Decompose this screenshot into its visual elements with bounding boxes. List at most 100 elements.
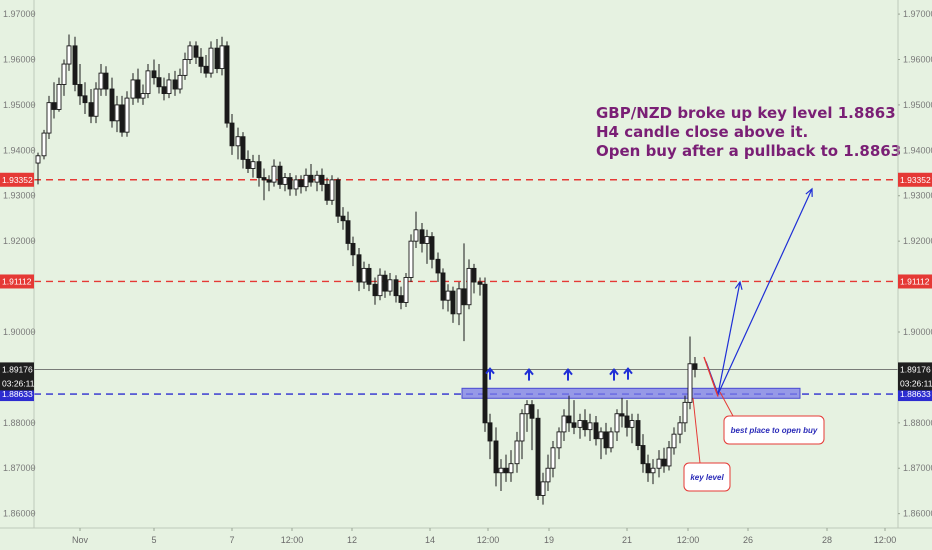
bearish-candle (193, 45, 199, 58)
bearish-candle (635, 420, 641, 446)
bearish-candle (77, 84, 83, 97)
bearish-candle (429, 236, 435, 260)
resistance-2-left-tag-text: 1.91112 (2, 276, 32, 286)
headline-line-2: H4 candle close above it. (596, 123, 808, 141)
time-tick-label: 12 (347, 535, 357, 545)
bullish-candle (282, 177, 288, 185)
bearish-candle (471, 267, 477, 283)
bullish-candle (124, 97, 130, 133)
bullish-candle (598, 431, 604, 440)
left-tick-label: 1.93000 (3, 191, 36, 201)
time-tick-label: 28 (822, 535, 832, 545)
bearish-candle (603, 431, 609, 449)
bullish-candle (187, 45, 193, 60)
bearish-candle (356, 254, 362, 283)
bounce-arrow-head (609, 367, 619, 376)
bearish-candle (103, 72, 109, 90)
bounce-arrow-head (485, 367, 495, 375)
resistance-1-right-tag (898, 172, 932, 187)
bearish-candle (393, 279, 399, 297)
bearish-candle (398, 295, 404, 303)
bullish-candle (677, 422, 683, 435)
right-tick-label: 1.97000 (903, 9, 932, 19)
bearish-candle (261, 177, 267, 181)
arrow-to-1.93352[interactable] (717, 188, 813, 395)
left-price-axis[interactable]: 1.97000 1.96000 1.95000 1.94000 1.93000 1.920… (3, 0, 36, 528)
bearish-candle (72, 45, 78, 85)
arrow-to-1.91112-head (734, 280, 743, 290)
bullish-candle (361, 267, 367, 283)
time-tick-label: 26 (743, 535, 753, 545)
bullish-candle (545, 467, 551, 483)
bearish-candle (335, 179, 341, 217)
bearish-candle (619, 413, 625, 417)
headline-line-3: Open buy after a pullback to 1.8863 (596, 142, 901, 160)
bullish-candle (666, 447, 672, 467)
bearish-candle (161, 86, 167, 95)
resistance-2-right-tag (898, 274, 932, 289)
pullback-marker (703, 356, 719, 397)
bullish-candle (177, 74, 183, 90)
left-current-price-text: 1.89176 (2, 364, 33, 374)
bullish-candle (140, 93, 146, 99)
bullish-candle (514, 440, 520, 465)
bullish-candle (293, 179, 299, 190)
bullish-candle (466, 267, 472, 306)
bearish-candle (319, 174, 325, 185)
bearish-candle (156, 77, 162, 88)
time-tick-label: 12:00 (677, 535, 700, 545)
bearish-candle (198, 56, 204, 67)
bearish-candle (277, 165, 283, 185)
resistance-2-right-tag-text: 1.91112 (900, 276, 930, 286)
bearish-candle (172, 79, 178, 90)
bullish-candle (235, 136, 241, 147)
bullish-candle (519, 413, 525, 442)
time-tick-label: 5 (151, 535, 156, 545)
bearish-candle (450, 290, 456, 315)
support-zone[interactable] (461, 387, 801, 399)
time-tick-label: 12:00 (281, 535, 304, 545)
price-tags-layer: 1.93352 1.93352 1.91112 1.91112 1.88633 1.886… (0, 172, 932, 402)
bullish-candle (629, 420, 635, 428)
left-tick-label: 1.94000 (3, 145, 36, 155)
resistance-1-right-tag-text: 1.93352 (900, 175, 931, 185)
bearish-candle (477, 281, 483, 285)
right-current-price-text: 1.89176 (900, 364, 931, 374)
resistance-2-left-tag (0, 274, 34, 289)
bullish-candle (56, 84, 62, 110)
right-tick-label: 1.96000 (903, 54, 932, 64)
bearish-candle (109, 88, 115, 122)
bullish-candle (650, 467, 656, 474)
bearish-candle (482, 283, 488, 424)
key-level-callout-box (683, 462, 731, 492)
bullish-candle (303, 174, 309, 188)
bearish-candle (640, 445, 646, 465)
right-tick-label: 1.86000 (903, 509, 932, 519)
right-tick-label: 1.94000 (903, 145, 932, 155)
drawings-layer (485, 187, 813, 397)
bearish-candle (535, 417, 541, 496)
bullish-candle (93, 88, 99, 117)
bearish-candle (624, 415, 630, 428)
bullish-candle (377, 274, 383, 297)
bullish-candle (271, 165, 277, 183)
bearish-candle (82, 95, 88, 104)
left-tick-label: 1.92000 (3, 236, 36, 246)
right-price-axis[interactable]: 1.97000 1.96000 1.95000 1.94000 1.93000 1.920… (897, 0, 932, 528)
left-tick-label: 1.90000 (3, 327, 36, 337)
right-current-price-tag (898, 362, 932, 391)
bullish-candle (114, 104, 120, 122)
time-tick-label: 21 (622, 535, 632, 545)
key-level-callout-pointer (692, 397, 701, 464)
right-countdown-text: 03:26:11 (900, 378, 932, 388)
key-level-callout-text: key level (690, 473, 724, 482)
bullish-candle (329, 179, 335, 201)
right-tick-label: 1.92000 (903, 236, 932, 246)
time-axis[interactable]: Nov 5 7 12:00 12 14 12:00 19 21 12:00 26 28 12:00 (0, 527, 932, 545)
bullish-candle (456, 288, 462, 315)
right-tick-label: 1.88000 (903, 418, 932, 428)
time-tick-label: 14 (425, 535, 435, 545)
bullish-candle (408, 240, 414, 278)
